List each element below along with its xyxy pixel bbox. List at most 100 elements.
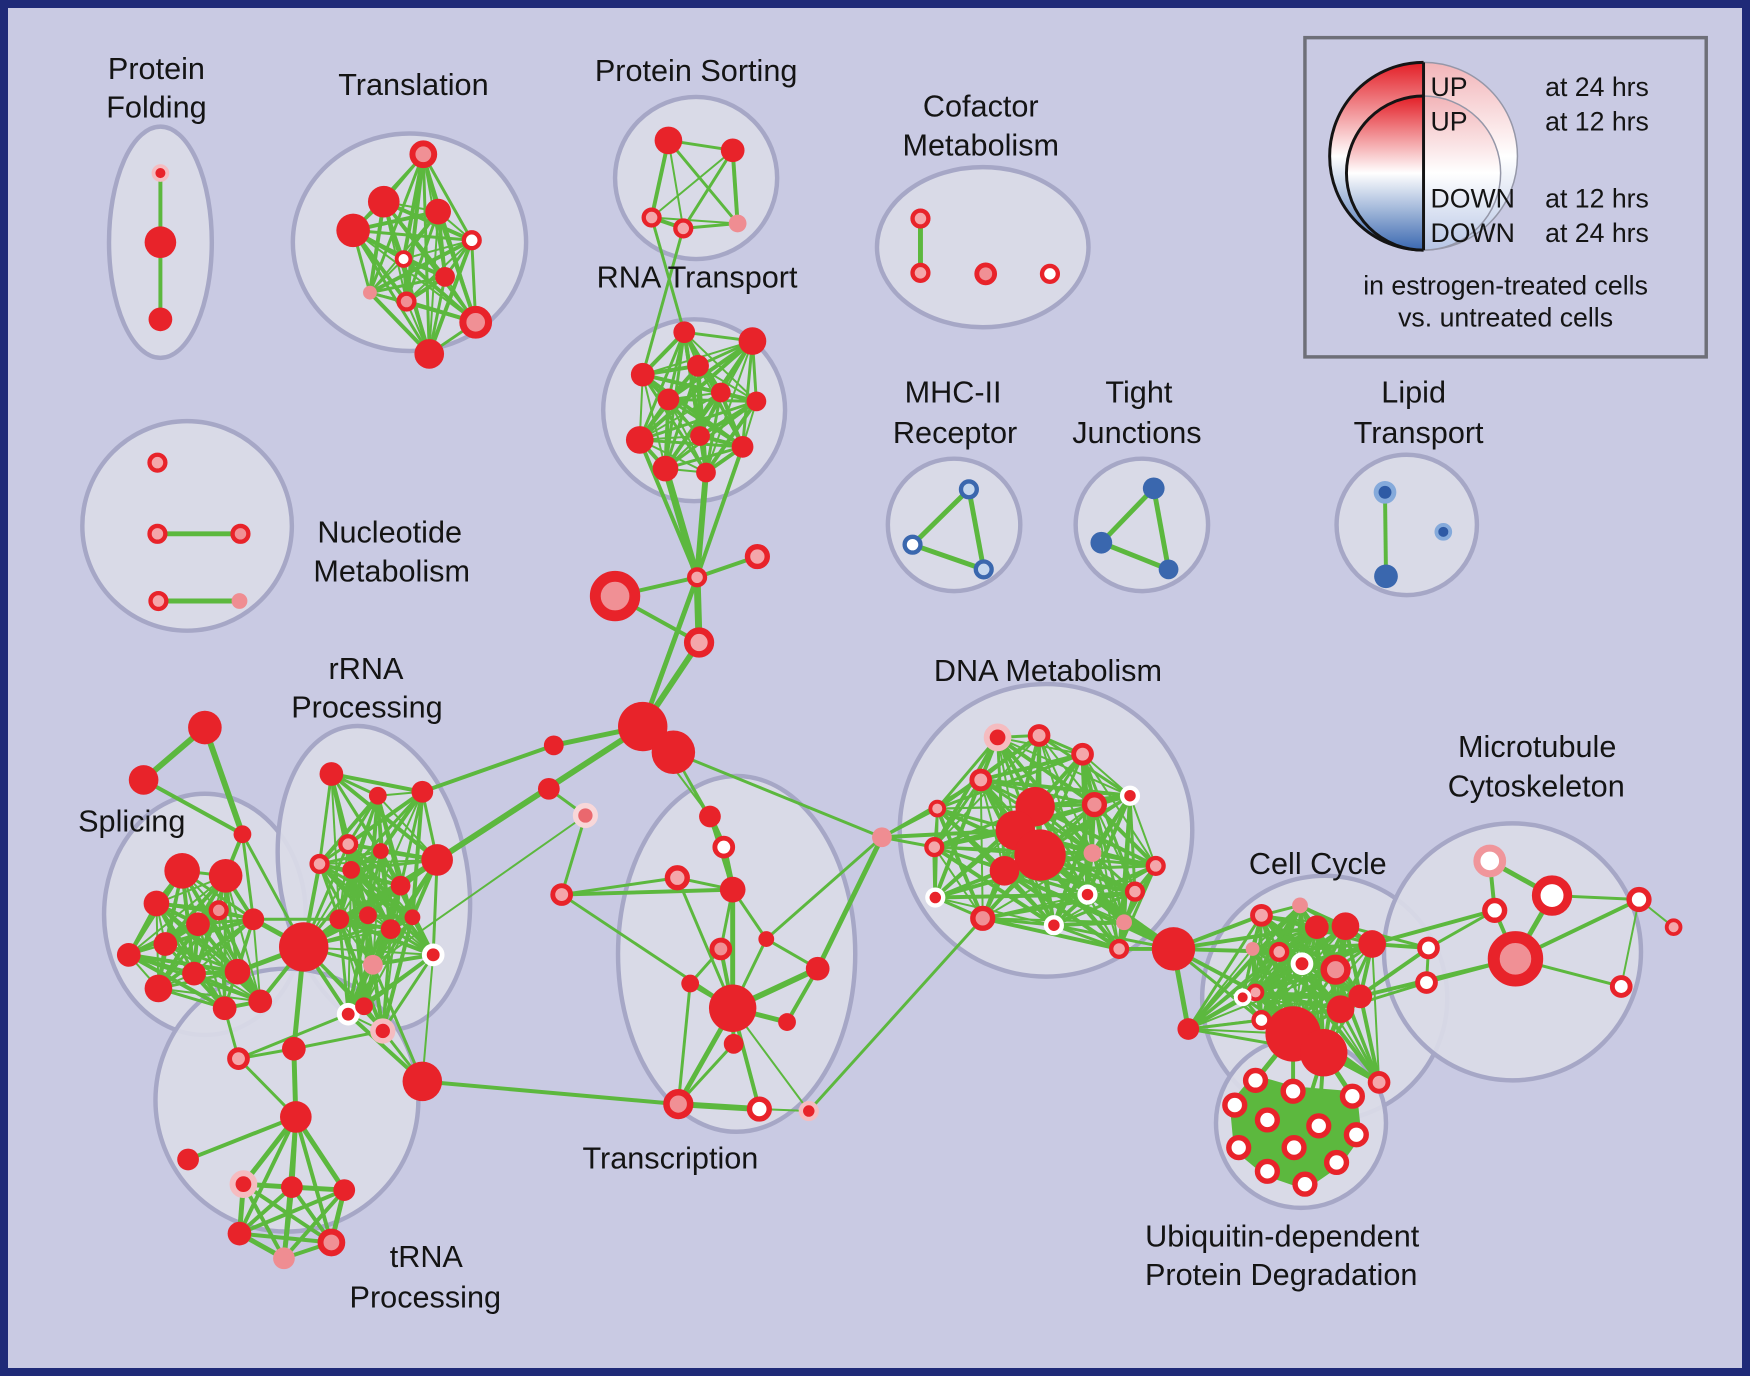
edge-dna <box>935 892 1088 900</box>
node-ubiquitin-2 <box>1339 1083 1365 1109</box>
legend-down-24-dir: DOWN <box>1430 218 1514 248</box>
node-transcription-2 <box>664 865 690 891</box>
edge-link-rrna-trna <box>293 1029 384 1051</box>
node-tight-1 <box>1090 531 1113 554</box>
node-splicing-3 <box>186 912 210 937</box>
edge-link-rna_transport-x <box>662 467 701 579</box>
edge-dna <box>1092 804 1126 923</box>
node-dna-13 <box>970 905 996 931</box>
edge-link-transcription-x <box>765 836 883 941</box>
node-tight-2 <box>1158 559 1179 580</box>
edge-link-rna_transport-x <box>637 439 699 579</box>
node-ubiquitin-1 <box>1280 1078 1306 1104</box>
node-trna-7 <box>273 1247 295 1270</box>
node-mhc-1 <box>902 534 923 555</box>
edge-tight <box>1151 487 1171 570</box>
node-transcription-3 <box>719 876 746 903</box>
node-connector-4 <box>618 701 668 752</box>
edge-link-x-x <box>560 815 587 895</box>
node-protein_folding-0 <box>151 164 170 182</box>
node-connector-14 <box>233 825 252 844</box>
edge-translation <box>382 199 473 243</box>
node-microtubule-2 <box>1482 897 1508 923</box>
edge-rna_transport <box>638 339 754 442</box>
node-cell_cycle-7 <box>1290 952 1314 976</box>
edge-rrna <box>319 849 382 866</box>
cluster-label-mhc-line1: MHC-II <box>905 375 1002 409</box>
node-cell_cycle-15 <box>1300 1028 1348 1077</box>
node-connector-0 <box>687 567 708 588</box>
node-connector-6 <box>543 735 564 756</box>
edge-tight <box>1099 486 1156 545</box>
edge-link-x-dna <box>881 828 1016 840</box>
node-ubiquitin-10 <box>1254 1158 1280 1184</box>
node-rrna-2 <box>411 780 434 803</box>
cluster-label-rrna-line2: Processing <box>291 691 443 725</box>
edge-translation <box>351 229 431 355</box>
node-transcription-5 <box>709 937 733 961</box>
node-cofactor-2 <box>974 262 998 286</box>
node-rrna-13 <box>279 922 329 972</box>
node-splicing-6 <box>208 900 229 921</box>
edge-link-x-rrna <box>372 814 586 966</box>
edge-link-cell_cycle-microtubule <box>1345 924 1429 950</box>
edge-dna <box>1052 852 1095 927</box>
node-tight-0 <box>1142 477 1165 500</box>
node-microtubule-3 <box>1487 931 1544 987</box>
node-rrna-6 <box>372 843 389 859</box>
cluster-label-trna-line2: Processing <box>350 1281 502 1315</box>
node-connector-8 <box>572 802 599 829</box>
edge-splicing <box>216 909 263 1003</box>
edge-link-rna_transport-x <box>695 446 745 578</box>
node-protein_sorting-0 <box>654 126 683 155</box>
edge-cell_cycle <box>1186 904 1302 1031</box>
node-cell_cycle-1 <box>1292 897 1308 914</box>
node-protein_sorting-2 <box>641 207 662 228</box>
node-rrna-10 <box>359 906 377 925</box>
node-translation-0 <box>409 140 438 169</box>
node-cell_cycle-6 <box>1269 941 1290 962</box>
node-rrna-12 <box>404 909 421 926</box>
edge-dna <box>1090 794 1132 855</box>
edge-mhc <box>911 542 985 572</box>
edge-rna_transport <box>704 400 759 474</box>
node-mhc-0 <box>958 479 979 500</box>
node-trna-4 <box>333 1179 356 1201</box>
node-cell_cycle-4 <box>1358 930 1386 958</box>
node-rrna-11 <box>380 919 401 940</box>
node-connector-7 <box>537 777 560 800</box>
cluster-ellipse-tight <box>1073 456 1211 594</box>
edge-rna_transport <box>741 340 754 447</box>
edge-rna_transport <box>697 364 757 403</box>
node-connector-12 <box>188 710 222 745</box>
edge-splicing <box>217 910 226 1009</box>
node-cofactor-0 <box>910 208 931 229</box>
node-rrna-4 <box>309 853 330 875</box>
cluster-shapes-layer <box>80 94 1644 1234</box>
edge-rrna <box>421 954 435 1082</box>
edge-dna <box>1093 804 1121 950</box>
node-transcription-6 <box>681 974 700 993</box>
cluster-label-tight-line1: Tight <box>1105 375 1172 409</box>
legend-down-24-time: at 24 hrs <box>1545 218 1649 248</box>
edge-dna <box>936 752 1084 810</box>
node-rrna-0 <box>319 762 344 786</box>
node-microtubule-1 <box>1531 875 1573 916</box>
node-translation-8 <box>396 291 417 312</box>
node-dna-17 <box>1116 914 1132 931</box>
edge-translation <box>403 239 473 260</box>
edge-transcription <box>676 983 692 1105</box>
edge-rna_transport <box>665 445 743 471</box>
node-rna_transport-4 <box>657 388 680 411</box>
edge-cell_cycle <box>1334 969 1381 1083</box>
node-dna-3 <box>1071 742 1094 766</box>
node-rrna-8 <box>421 844 453 876</box>
node-translation-10 <box>414 339 445 369</box>
node-rna_transport-2 <box>630 362 655 387</box>
node-trna-1 <box>177 1148 199 1171</box>
node-cell_cycle-10 <box>1233 988 1252 1007</box>
node-connector-10 <box>872 827 892 848</box>
node-trna-5 <box>227 1221 252 1246</box>
edge-link-transcription-x <box>815 836 885 970</box>
cluster-label-cofactor-line1: Cofactor <box>923 90 1039 124</box>
